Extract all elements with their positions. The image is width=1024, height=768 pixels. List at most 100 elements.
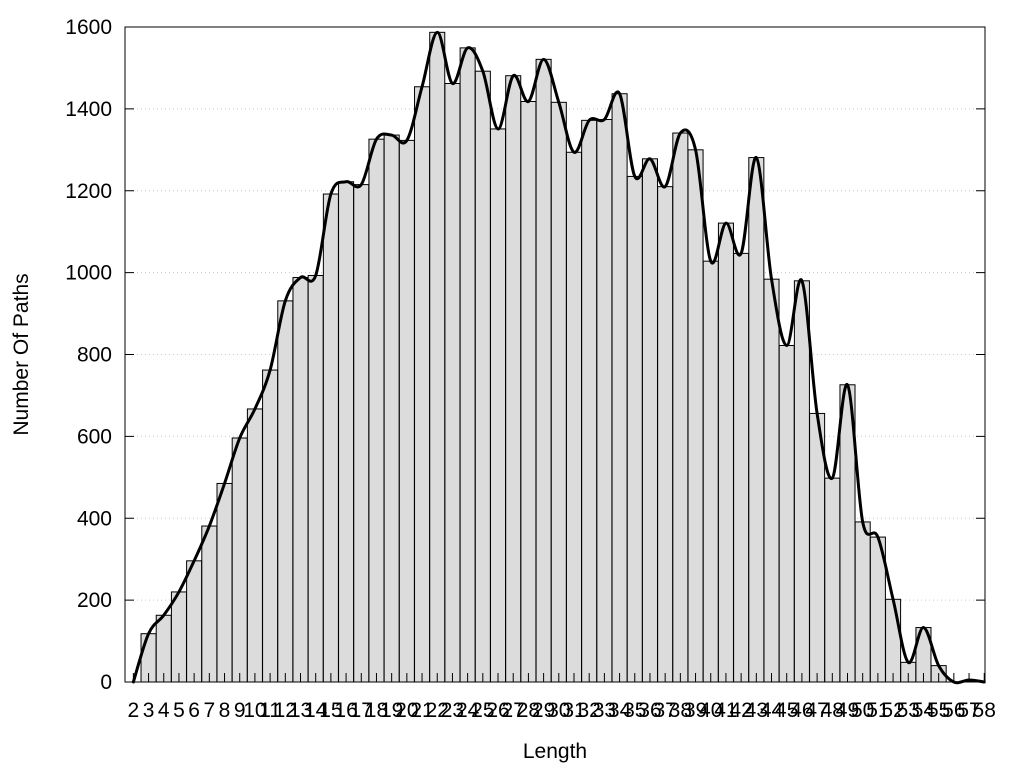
bar — [717, 222, 734, 683]
bar — [262, 369, 279, 683]
x-tick-label: 46 — [790, 699, 813, 722]
bar — [490, 128, 507, 683]
x-tick-label: 9 — [234, 699, 246, 722]
bar — [641, 158, 658, 683]
x-tick-label: 44 — [760, 699, 784, 722]
bar — [626, 175, 643, 683]
x-tick-label: 50 — [851, 699, 874, 722]
bar — [793, 280, 810, 683]
x-tick-label: 54 — [912, 699, 936, 722]
axis-ticks — [125, 26, 985, 683]
bar — [186, 560, 203, 683]
x-tick-label: 38 — [669, 699, 692, 722]
x-tick-label: 49 — [836, 699, 859, 722]
x-tick-label: 35 — [623, 699, 646, 722]
x-tick-label: 32 — [578, 699, 601, 722]
x-tick-label: 2 — [128, 699, 140, 722]
y-tick-label: 1600 — [65, 16, 112, 39]
bar — [672, 132, 689, 683]
bar — [155, 614, 172, 683]
bar — [246, 408, 263, 683]
bar — [565, 151, 583, 683]
x-tick-label: 17 — [350, 699, 373, 722]
bar — [687, 149, 704, 683]
x-tick-label: 48 — [821, 699, 844, 722]
y-tick-label: 1400 — [65, 98, 112, 121]
bar — [581, 119, 598, 683]
x-tick-label: 33 — [593, 699, 616, 722]
x-tick-label: 45 — [775, 699, 798, 722]
x-tick-label: 14 — [304, 699, 328, 722]
x-tick-label: 20 — [395, 699, 418, 722]
bars — [140, 31, 947, 683]
bar — [307, 274, 324, 683]
x-tick-label: 51 — [866, 699, 889, 722]
bar — [368, 138, 385, 683]
x-tick-label: 16 — [334, 699, 357, 722]
bar — [520, 101, 537, 683]
x-tick-label: 19 — [380, 699, 403, 722]
bar — [505, 75, 522, 683]
x-tick-label: 40 — [699, 699, 722, 722]
bar — [277, 300, 294, 683]
x-tick-label: 52 — [881, 699, 904, 722]
bar — [535, 58, 552, 683]
x-tick-label: 39 — [684, 699, 707, 722]
x-tick-label: 15 — [319, 699, 342, 722]
x-tick-label: 31 — [562, 699, 585, 722]
x-tick-label: 26 — [486, 699, 509, 722]
bar — [733, 252, 750, 683]
bar — [322, 193, 339, 683]
x-tick-label: 23 — [441, 699, 464, 722]
x-axis-label: Length — [523, 740, 587, 763]
x-tick-label: 36 — [638, 699, 661, 722]
x-tick-label: 25 — [471, 699, 494, 722]
bar — [824, 477, 841, 683]
y-tick-label: 1200 — [65, 180, 112, 203]
series-line — [131, 30, 986, 685]
x-tick-label: 58 — [973, 699, 996, 722]
bar — [885, 598, 902, 683]
x-axis-tick-labels: 2 3 4 5 6 7 8 910111213141516171819202122232425… — [128, 699, 996, 722]
x-tick-label: 5 — [173, 699, 185, 722]
bar — [398, 139, 415, 683]
x-tick-label: 21 — [410, 699, 433, 722]
bar — [778, 344, 795, 683]
bar — [231, 437, 248, 683]
x-tick-label: 24 — [456, 699, 480, 722]
y-tick-label: 800 — [77, 344, 112, 367]
x-tick-label: 11 — [259, 699, 281, 722]
x-tick-label: 22 — [426, 699, 449, 722]
x-tick-label: 8 — [219, 699, 231, 722]
x-tick-label: 6 — [188, 699, 200, 722]
y-tick-label: 0 — [100, 671, 112, 694]
x-tick-label: 53 — [897, 699, 920, 722]
x-tick-label: 28 — [517, 699, 540, 722]
bar — [338, 181, 355, 683]
bar — [459, 47, 476, 683]
x-tick-label: 29 — [532, 699, 555, 722]
bar — [748, 157, 765, 683]
x-tick-label: 56 — [942, 699, 965, 722]
x-tick-label: 37 — [653, 699, 676, 722]
x-tick-label: 34 — [608, 699, 632, 722]
y-axis-tick-labels: 0 200 400 600 800 1000 1200 1400 1600 — [65, 16, 112, 694]
bar — [414, 86, 431, 683]
bar — [444, 82, 461, 683]
x-tick-label: 55 — [927, 699, 950, 722]
bar — [170, 591, 187, 683]
bar — [201, 525, 218, 683]
bar — [383, 134, 400, 683]
x-tick-label: 3 — [143, 699, 155, 722]
x-tick-label: 27 — [502, 699, 525, 722]
bar — [611, 93, 628, 683]
bar — [429, 31, 446, 683]
bar — [292, 277, 309, 683]
bar — [596, 119, 613, 683]
y-tick-label: 600 — [77, 425, 112, 448]
bar — [763, 278, 780, 683]
bar — [353, 184, 370, 683]
x-tick-label: 7 — [203, 699, 215, 722]
bar — [702, 260, 719, 683]
